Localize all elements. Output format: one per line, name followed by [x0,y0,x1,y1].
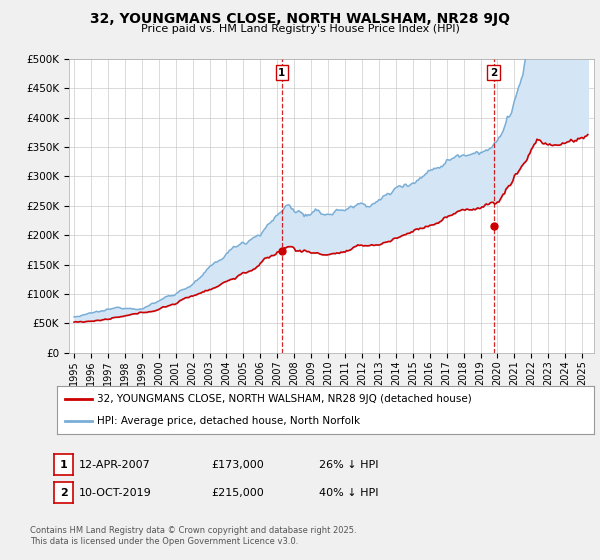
Text: 32, YOUNGMANS CLOSE, NORTH WALSHAM, NR28 9JQ (detached house): 32, YOUNGMANS CLOSE, NORTH WALSHAM, NR28… [97,394,472,404]
Text: 26% ↓ HPI: 26% ↓ HPI [319,460,379,470]
Text: 1: 1 [278,68,286,78]
Text: 12-APR-2007: 12-APR-2007 [79,460,151,470]
Text: £215,000: £215,000 [211,488,264,498]
Text: 40% ↓ HPI: 40% ↓ HPI [319,488,379,498]
Text: HPI: Average price, detached house, North Norfolk: HPI: Average price, detached house, Nort… [97,416,361,426]
Text: 1: 1 [60,460,67,470]
Text: Contains HM Land Registry data © Crown copyright and database right 2025.
This d: Contains HM Land Registry data © Crown c… [30,526,356,546]
Text: 2: 2 [490,68,497,78]
Text: Price paid vs. HM Land Registry's House Price Index (HPI): Price paid vs. HM Land Registry's House … [140,24,460,34]
Text: 10-OCT-2019: 10-OCT-2019 [79,488,152,498]
Text: £173,000: £173,000 [211,460,264,470]
Text: 2: 2 [60,488,67,498]
Text: 32, YOUNGMANS CLOSE, NORTH WALSHAM, NR28 9JQ: 32, YOUNGMANS CLOSE, NORTH WALSHAM, NR28… [90,12,510,26]
